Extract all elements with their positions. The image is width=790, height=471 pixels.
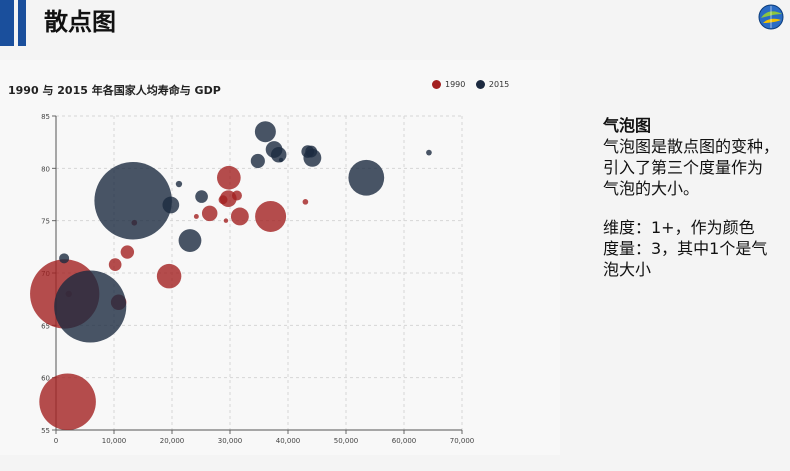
bubble-2015 [195, 190, 208, 203]
bubble-2015 [348, 159, 385, 196]
y-tick-label: 75 [41, 218, 50, 226]
legend-label-1990: 1990 [445, 80, 466, 89]
x-tick-label: 30,000 [218, 437, 243, 445]
x-tick-label: 40,000 [276, 437, 301, 445]
bubble-1990 [120, 245, 135, 259]
bubble-2015 [175, 180, 183, 188]
globe-logo-icon [758, 4, 784, 30]
chart-title: 1990 与 2015 年各国家人均寿命与 GDP [8, 84, 221, 97]
bubble-1990 [201, 205, 218, 222]
x-tick-label: 20,000 [160, 437, 185, 445]
header-bar: 散点图 [0, 0, 790, 46]
x-tick-label: 60,000 [392, 437, 417, 445]
bubble-2015 [59, 253, 70, 264]
bubble-1990 [230, 207, 249, 226]
bubble-1990 [39, 373, 96, 431]
side-text-line-4: 维度：1+，作为颜色 [603, 218, 755, 237]
chart-panel [0, 60, 560, 455]
bubble-2015 [94, 162, 172, 240]
side-panel: 气泡图 气泡图是散点图的变种， 引入了第三个度量作为 气泡的大小。 维度：1+，… [603, 115, 788, 280]
y-tick-label: 55 [41, 427, 50, 435]
bubble-1990 [156, 263, 182, 289]
bubble-2015 [426, 149, 432, 156]
y-tick-label: 80 [41, 165, 50, 173]
accent-stripe-secondary [18, 0, 26, 46]
bubble-2015 [54, 270, 127, 343]
y-tick-label: 60 [41, 375, 50, 383]
side-heading: 气泡图 [603, 116, 652, 135]
legend-item-1990[interactable]: 1990 [432, 80, 465, 89]
bubble-2015 [178, 229, 202, 252]
x-tick-label: 10,000 [102, 437, 127, 445]
chart-legend: 1990 2015 [432, 80, 517, 89]
x-tick-label: 70,000 [450, 437, 475, 445]
bubble-1990 [231, 190, 242, 201]
y-tick-label: 85 [41, 113, 50, 121]
bubble-2015 [278, 157, 284, 163]
side-text-line-5: 度量：3，其中1个是气 [603, 239, 768, 258]
bubble-1990 [255, 200, 287, 232]
bubble-2015 [254, 121, 276, 143]
bubble-2015 [250, 153, 265, 169]
y-tick-label: 65 [41, 322, 50, 330]
bubble-2015 [303, 148, 322, 167]
bubble-2015 [162, 196, 180, 214]
bubble-1990 [217, 165, 241, 190]
bubble-2015 [270, 146, 287, 163]
page-title: 散点图 [44, 8, 116, 36]
x-tick-label: 0 [54, 437, 58, 445]
side-text-line-2: 引入了第三个度量作为 [603, 158, 764, 177]
legend-item-2015[interactable]: 2015 [475, 80, 510, 89]
side-text-line-6: 泡大小 [603, 260, 652, 279]
legend-dot-2015-icon [475, 80, 485, 89]
bubble-1990 [223, 218, 229, 223]
side-text-line-1: 气泡图是散点图的变种， [603, 137, 780, 156]
accent-stripe [0, 0, 14, 46]
legend-dot-1990-icon [432, 80, 441, 89]
bubble-1990 [108, 258, 122, 271]
bubble-chart: 0 10,000 20,000 30,000 40,000 50,000 60,000 70,… [30, 113, 475, 445]
x-tick-label: 50,000 [334, 437, 359, 445]
legend-label-2015: 2015 [488, 80, 510, 89]
bubble-1990 [302, 198, 309, 205]
side-text-line-3: 气泡的大小。 [603, 179, 700, 198]
bubble-1990 [193, 214, 199, 219]
